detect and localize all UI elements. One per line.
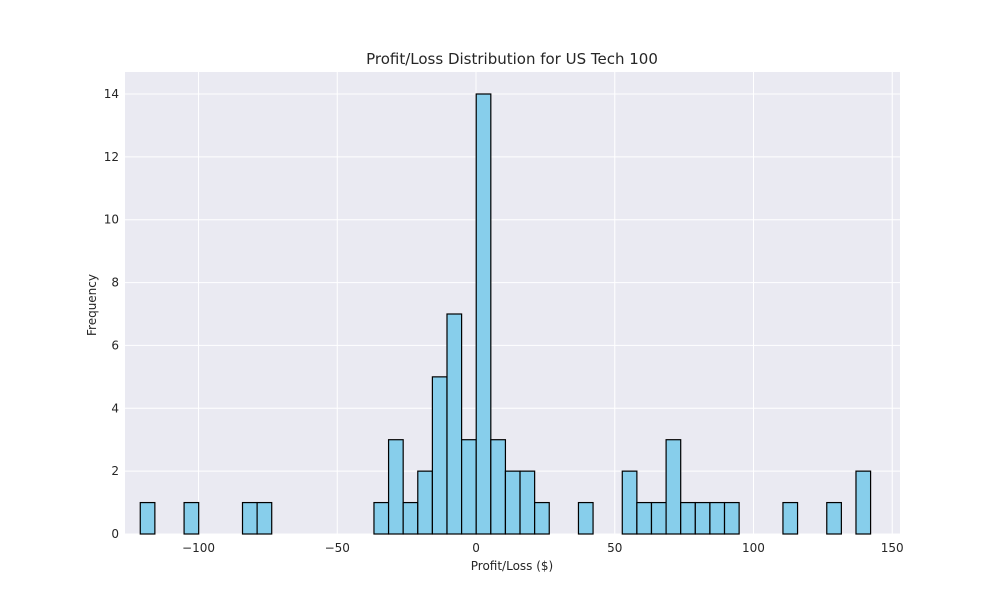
y-tick-label: 12 xyxy=(104,150,119,164)
histogram-bar xyxy=(577,501,594,535)
grid-lines xyxy=(125,72,900,535)
y-axis-label: Frequency xyxy=(85,274,99,336)
x-tick-label: −100 xyxy=(182,541,215,555)
histogram-bar xyxy=(782,501,799,535)
x-tick-label: 100 xyxy=(742,541,765,555)
histogram-bar xyxy=(256,501,273,535)
histogram-bar xyxy=(183,501,200,535)
y-tick-label: 8 xyxy=(111,276,119,290)
histogram-bar xyxy=(387,439,404,535)
histogram-bar xyxy=(650,501,667,535)
histogram-bar xyxy=(519,470,536,535)
y-tick-label: 4 xyxy=(111,401,119,415)
y-tick-label: 2 xyxy=(111,464,119,478)
histogram-bar xyxy=(431,376,448,535)
histogram-bar xyxy=(723,501,740,535)
plot-area xyxy=(125,72,900,534)
chart-title: Profit/Loss Distribution for US Tech 100 xyxy=(366,50,658,68)
histogram-bar xyxy=(475,93,492,535)
y-tick-label: 6 xyxy=(111,338,119,352)
histogram-bar xyxy=(241,501,258,535)
histogram-bar xyxy=(709,501,726,535)
histogram-bar xyxy=(855,470,872,535)
histogram-bar xyxy=(694,501,711,535)
y-axis-ticks: 0 2 4 6 8 10 12 14 xyxy=(104,87,119,541)
histogram-bar xyxy=(504,470,521,535)
histogram-bar xyxy=(417,470,433,535)
y-tick-label: 14 xyxy=(104,87,119,101)
x-tick-label: −50 xyxy=(325,541,350,555)
y-tick-label: 10 xyxy=(104,213,119,227)
histogram-bar xyxy=(402,501,419,535)
histogram-bar xyxy=(373,501,390,535)
x-axis-label: Profit/Loss ($) xyxy=(471,559,553,573)
x-tick-label: 50 xyxy=(607,541,622,555)
histogram-bar xyxy=(490,439,507,535)
x-tick-label: 150 xyxy=(881,541,904,555)
x-tick-label: 0 xyxy=(472,541,480,555)
histogram-bars xyxy=(139,93,872,535)
y-tick-label: 0 xyxy=(111,527,119,541)
histogram-bar xyxy=(139,501,156,535)
histogram-bar xyxy=(621,470,638,535)
histogram-bar xyxy=(665,439,682,535)
histogram-bar xyxy=(461,439,477,535)
x-axis-ticks: −100 −50 0 50 100 150 xyxy=(182,541,904,555)
histogram-bar xyxy=(636,501,653,535)
histogram-bar xyxy=(680,501,696,535)
histogram-bar xyxy=(534,501,550,535)
histogram-bar xyxy=(826,501,842,535)
histogram-bar xyxy=(446,313,463,535)
